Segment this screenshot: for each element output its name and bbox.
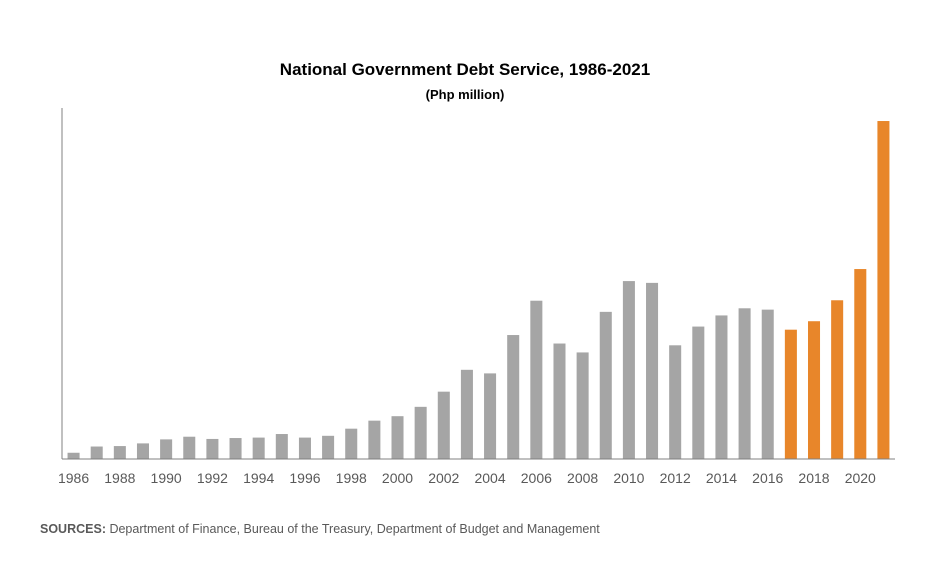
x-tick-label-1992: 1992: [197, 470, 228, 486]
x-tick-label-2012: 2012: [660, 470, 691, 486]
bar-2013: [692, 326, 705, 459]
x-tick-label-2004: 2004: [474, 470, 505, 486]
bar-1998: [345, 428, 358, 459]
bar-2016: [761, 309, 774, 459]
bar-1991: [183, 436, 196, 459]
bar-1988: [113, 446, 126, 459]
bar-2021: [877, 121, 890, 460]
bar-1989: [136, 443, 149, 459]
x-tick-label-2018: 2018: [798, 470, 829, 486]
x-tick-label-1990: 1990: [151, 470, 182, 486]
x-tick-label-2006: 2006: [521, 470, 552, 486]
bar-2003: [460, 369, 473, 459]
bar-2010: [622, 281, 635, 459]
bar-2001: [414, 406, 427, 459]
x-tick-label-2014: 2014: [706, 470, 737, 486]
bar-2000: [391, 416, 404, 459]
bar-1986: [67, 452, 80, 459]
bar-2019: [831, 300, 844, 459]
x-tick-label-1998: 1998: [336, 470, 367, 486]
x-tick-label-1986: 1986: [58, 470, 89, 486]
chart-title: National Government Debt Service, 1986-2…: [279, 60, 651, 79]
bars-group: [67, 121, 890, 460]
bar-1999: [368, 420, 381, 459]
sources-text: Department of Finance, Bureau of the Tre…: [105, 522, 600, 536]
bar-2011: [646, 282, 659, 459]
x-tick-label-1996: 1996: [289, 470, 320, 486]
bar-2018: [808, 321, 821, 459]
sources-note: SOURCES: Department of Finance, Bureau o…: [40, 522, 600, 536]
x-tick-label-2010: 2010: [613, 470, 644, 486]
x-tick-label-1988: 1988: [104, 470, 135, 486]
bar-2004: [484, 373, 497, 459]
x-tick-label-2000: 2000: [382, 470, 413, 486]
bar-2002: [437, 391, 450, 459]
bar-2005: [507, 335, 520, 459]
bar-1987: [90, 446, 103, 459]
bar-2012: [669, 345, 682, 459]
x-tick-label-2020: 2020: [845, 470, 876, 486]
bar-1993: [229, 438, 242, 459]
bar-2008: [576, 352, 589, 459]
x-tick-labels: 1986 1988 1990 1992 1994 1996 1998 2000 2002 2004…: [58, 470, 876, 486]
bar-2020: [854, 269, 867, 459]
x-tick-label-1994: 1994: [243, 470, 274, 486]
bar-1992: [206, 438, 219, 459]
bar-2006: [530, 300, 543, 459]
bar-1997: [322, 435, 335, 459]
x-tick-label-2016: 2016: [752, 470, 783, 486]
x-tick-label-2008: 2008: [567, 470, 598, 486]
chart-subtitle: (Php million): [425, 87, 505, 102]
bar-1995: [275, 434, 288, 459]
x-tick-label-2002: 2002: [428, 470, 459, 486]
bar-2017: [784, 329, 797, 459]
bar-2009: [599, 311, 612, 459]
bar-1990: [160, 439, 173, 459]
bar-2014: [715, 315, 728, 459]
bar-1994: [252, 437, 265, 459]
bar-1996: [298, 437, 311, 459]
bar-2015: [738, 308, 751, 459]
sources-label: SOURCES:: [40, 522, 106, 536]
bar-2007: [553, 343, 566, 459]
